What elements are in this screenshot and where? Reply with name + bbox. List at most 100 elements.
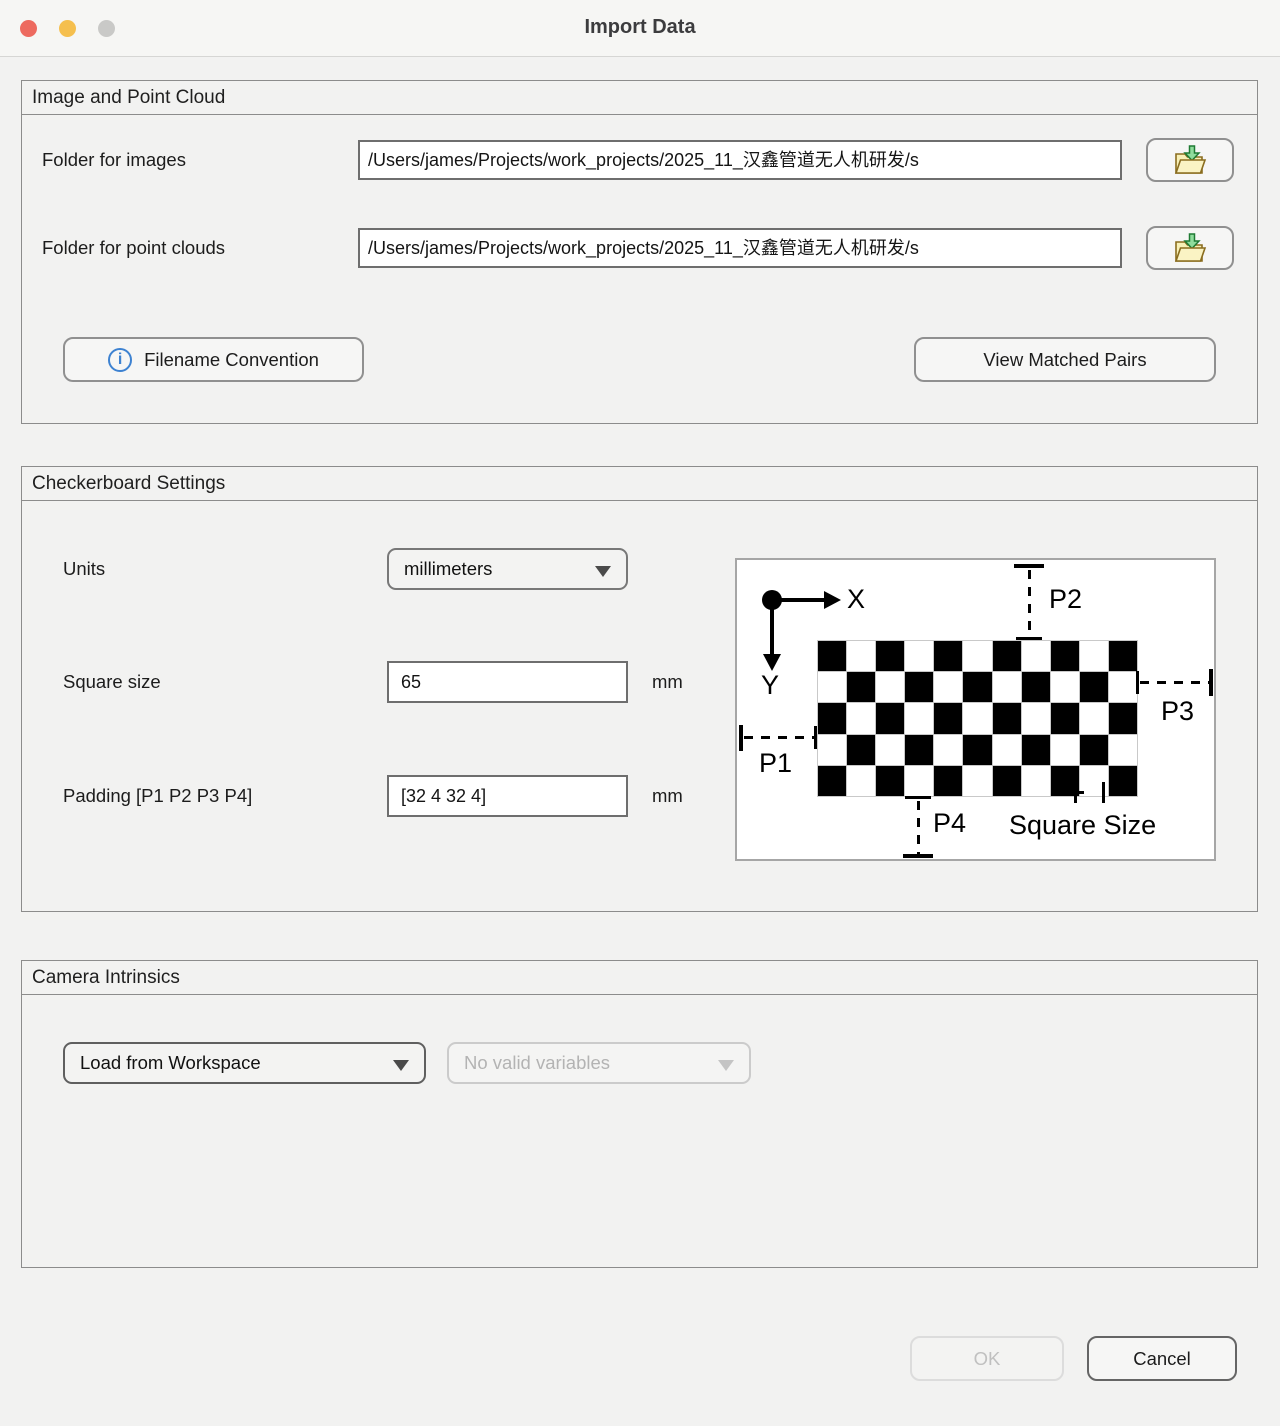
p1-tick <box>814 726 817 749</box>
checkerboard-cell <box>847 765 876 796</box>
view-matched-pairs-label: View Matched Pairs <box>983 348 1147 370</box>
panel-title-camera-intrinsics: Camera Intrinsics <box>22 961 1257 995</box>
checkerboard-cell <box>963 765 992 796</box>
view-matched-pairs-button[interactable]: View Matched Pairs <box>914 337 1216 382</box>
intrinsics-source-selected-value: Load from Workspace <box>80 1052 261 1073</box>
p4-cap <box>903 854 933 858</box>
checkerboard-cell <box>1079 672 1108 703</box>
ok-label: OK <box>973 1347 1001 1369</box>
minimize-button[interactable] <box>59 20 76 37</box>
chevron-down-icon <box>595 566 611 577</box>
folder-images-label: Folder for images <box>42 149 186 170</box>
intrinsics-source-dropdown[interactable]: Load from Workspace <box>63 1042 426 1084</box>
checkerboard-cell <box>992 672 1021 703</box>
filename-convention-button[interactable]: i Filename Convention <box>63 337 364 382</box>
checkerboard-cell <box>1079 734 1108 765</box>
square-size-bracket-left-stub <box>1077 791 1084 794</box>
p4-dashed-line <box>917 801 920 855</box>
close-button[interactable] <box>20 20 37 37</box>
ok-button-disabled: OK <box>910 1336 1064 1381</box>
intrinsics-variable-selected-value: No valid variables <box>464 1052 611 1073</box>
checkerboard-cell <box>963 672 992 703</box>
p2-tick <box>1016 637 1042 640</box>
checkerboard-cell <box>876 765 905 796</box>
checkerboard-cell <box>934 734 963 765</box>
folder-import-icon <box>1174 145 1207 174</box>
chevron-down-icon <box>393 1060 409 1071</box>
checkerboard-cell <box>905 672 934 703</box>
checkerboard-cell <box>963 734 992 765</box>
checkerboard-cell <box>1079 641 1108 672</box>
checkerboard-cell <box>905 641 934 672</box>
p2-label: P2 <box>1049 584 1083 614</box>
filename-convention-label: Filename Convention <box>144 348 319 370</box>
x-axis-label: X <box>847 584 866 614</box>
cancel-button[interactable]: Cancel <box>1087 1336 1237 1381</box>
padding-field[interactable]: [32 4 32 4] <box>387 775 628 817</box>
checkerboard-cell <box>934 672 963 703</box>
checkerboard-cell <box>818 641 847 672</box>
checkerboard-cell <box>876 734 905 765</box>
checkerboard-cell <box>992 641 1021 672</box>
x-axis-arrow-icon <box>824 591 841 609</box>
square-size-label: Square size <box>63 671 161 692</box>
camera-intrinsics-panel: Camera Intrinsics <box>21 960 1258 1268</box>
folder-point-clouds-field[interactable]: /Users/james/Projects/work_projects/2025… <box>358 228 1122 268</box>
p1-dashed-line <box>744 736 814 739</box>
checkerboard-cell <box>1108 672 1137 703</box>
checkerboard-cell <box>934 703 963 734</box>
checkerboard-cell <box>1108 765 1137 796</box>
checkerboard-cell <box>1108 641 1137 672</box>
checkerboard-cell <box>876 641 905 672</box>
folder-images-field[interactable]: /Users/james/Projects/work_projects/2025… <box>358 140 1122 180</box>
checkerboard-cell <box>818 765 847 796</box>
browse-images-button[interactable] <box>1146 138 1234 182</box>
square-size-field[interactable]: 65 <box>387 661 628 703</box>
panel-title-checkerboard-settings: Checkerboard Settings <box>22 467 1257 501</box>
checkerboard-cell <box>992 765 1021 796</box>
checkerboard-cell <box>934 765 963 796</box>
units-label: Units <box>63 558 106 579</box>
intrinsics-variable-dropdown-disabled: No valid variables <box>447 1042 751 1084</box>
square-size-bracket-right <box>1102 782 1105 803</box>
checkerboard-cell <box>1079 703 1108 734</box>
checkerboard-diagram: X Y P2 P3 P1 P4 Square Size <box>735 558 1216 861</box>
checkerboard-cell <box>905 765 934 796</box>
square-size-unit: mm <box>652 671 683 692</box>
padding-label: Padding [P1 P2 P3 P4] <box>63 785 253 806</box>
zoom-button-disabled <box>98 20 115 37</box>
checkerboard-cell <box>992 703 1021 734</box>
checkerboard-cell <box>905 734 934 765</box>
browse-point-clouds-button[interactable] <box>1146 226 1234 270</box>
folder-point-clouds-label: Folder for point clouds <box>42 237 226 258</box>
checkerboard-cell <box>1021 641 1050 672</box>
checkerboard-cell <box>1050 641 1079 672</box>
checkerboard-cell <box>1021 734 1050 765</box>
checkerboard-cell <box>847 703 876 734</box>
checkerboard-cell <box>818 672 847 703</box>
checkerboard-cell <box>847 672 876 703</box>
checkerboard-cell <box>1108 703 1137 734</box>
y-axis-arrow-icon <box>763 654 781 671</box>
chevron-down-icon <box>718 1060 734 1071</box>
checkerboard-cell <box>818 734 847 765</box>
square-size-caption: Square Size <box>1009 810 1157 840</box>
checkerboard-cell <box>876 703 905 734</box>
checkerboard-cell <box>1050 672 1079 703</box>
units-selected-value: millimeters <box>404 558 493 579</box>
square-size-bracket-left <box>1074 782 1077 803</box>
p1-cap <box>739 725 743 751</box>
checkerboard-cell <box>1108 734 1137 765</box>
checkerboard-grid <box>817 640 1138 797</box>
checkerboard-cell <box>934 641 963 672</box>
p3-dashed-line <box>1140 681 1210 684</box>
p4-tick <box>905 796 931 799</box>
units-dropdown[interactable]: millimeters <box>387 548 628 590</box>
padding-unit: mm <box>652 785 683 806</box>
p3-label: P3 <box>1161 696 1195 726</box>
checkerboard-cell <box>1021 765 1050 796</box>
folder-import-icon <box>1174 233 1207 262</box>
info-icon: i <box>108 347 133 372</box>
p2-dashed-line <box>1028 570 1031 634</box>
